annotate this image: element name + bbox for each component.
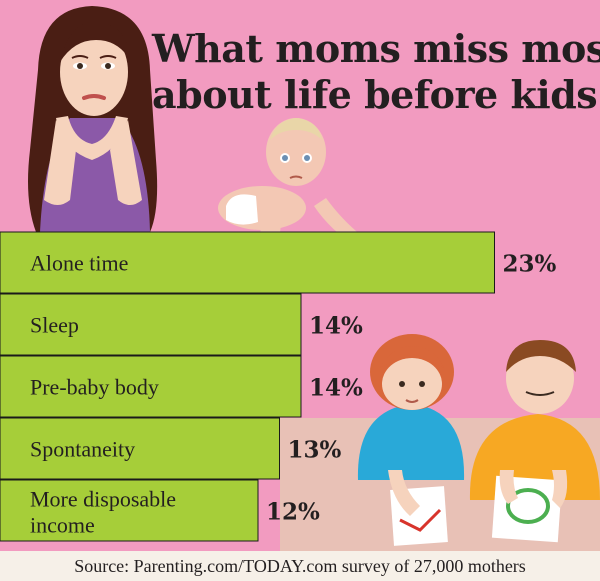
bar-label-spontaneity: Spontaneity (30, 437, 135, 462)
bar-pre-baby-body (0, 355, 302, 418)
mom-illustration (28, 6, 158, 232)
value-label-pre-baby-body: 14% (309, 375, 363, 402)
title-line-2: about life before kids (152, 72, 598, 117)
bar-spontaneity (0, 417, 280, 480)
bar-label-sleep: Sleep (30, 313, 79, 338)
bar-sleep (0, 293, 302, 356)
bar-label-pre-baby-body: Pre-baby body (30, 375, 159, 400)
value-label-spontaneity: 13% (288, 437, 342, 464)
bar-alone-time (0, 231, 495, 294)
source-note: Source: Parenting.com/TODAY.com survey o… (0, 551, 600, 581)
bar-label-alone-time: Alone time (30, 251, 128, 276)
value-label-more-disposable-income: 12% (266, 499, 320, 526)
title-line-1: What moms miss most (152, 26, 600, 71)
boy-illustration (469, 340, 600, 543)
girl-illustration (357, 334, 465, 546)
value-label-sleep: 14% (309, 313, 363, 340)
bar-label-more-disposable-income: More disposable income (30, 487, 176, 538)
page-title: What moms miss most about life before ki… (152, 26, 600, 118)
value-label-alone-time: 23% (503, 251, 557, 278)
bar-more-disposable-income (0, 479, 259, 542)
